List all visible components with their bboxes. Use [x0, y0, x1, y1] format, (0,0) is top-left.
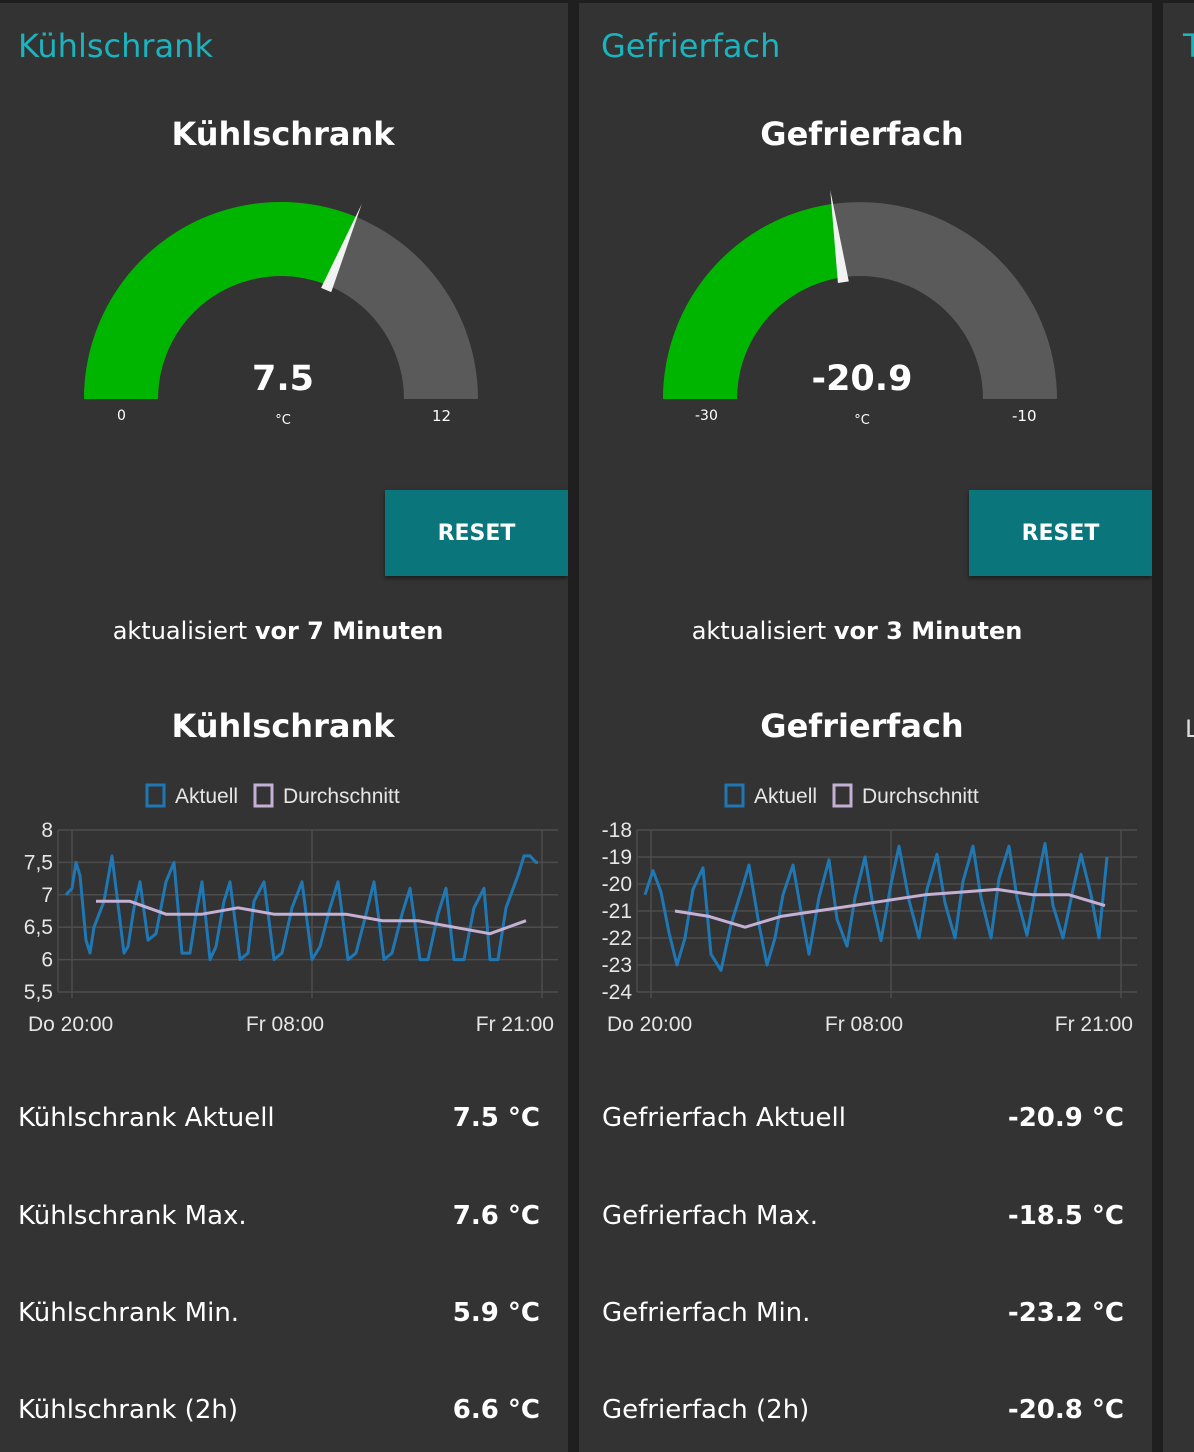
stat-label: Kühlschrank Max.: [18, 1201, 247, 1231]
stat-label: Kühlschrank Aktuell: [18, 1103, 275, 1133]
series-line-durchschnitt: [674, 887, 1106, 929]
gauge-unit: °C: [275, 413, 291, 428]
gauge-value: -20.9: [811, 359, 913, 399]
temperature-chart: Aktuell Durchschnitt -18 -19 -20 -21 -22 -23 -24…: [602, 783, 1137, 1036]
gauge-needle: [321, 204, 362, 293]
legend-label: Durchschnitt: [862, 785, 979, 808]
y-tick-label: -20: [602, 873, 632, 896]
y-tick-label: -22: [602, 927, 632, 950]
x-tick-label: Fr 08:00: [825, 1013, 903, 1036]
x-tick-label: Fr 21:00: [476, 1013, 554, 1036]
stat-label: Kühlschrank Min.: [18, 1298, 240, 1328]
gauge-min-label: 0: [117, 408, 126, 424]
stat-label: Gefrierfach Max.: [602, 1201, 819, 1231]
y-tick-label: 7: [41, 884, 53, 907]
legend-label: Aktuell: [754, 785, 817, 808]
y-tick-label: 8: [41, 819, 53, 842]
legend-swatch: [145, 783, 166, 808]
gefrierfach-panel: Gefrierfach Gefrierfach -20.9 °C -30 -10…: [579, 3, 1152, 1452]
gauge-fill: [663, 203, 843, 399]
stat-label: Gefrierfach (2h): [602, 1395, 810, 1425]
stat-value: -20.8 °C: [1007, 1395, 1124, 1425]
last-updated: aktualisiert vor 7 Minuten: [0, 617, 556, 645]
stat-label: Kühlschrank (2h): [18, 1395, 238, 1425]
temperature-gauge: [663, 190, 1057, 399]
gauge-unit: °C: [854, 413, 870, 428]
y-tick-label: -19: [602, 846, 632, 869]
x-tick-label: Do 20:00: [607, 1013, 692, 1036]
stat-value: 5.9 °C: [452, 1298, 540, 1328]
y-tick-label: 5,5: [24, 981, 53, 1004]
chart-title: Gefrierfach: [760, 707, 964, 745]
updated-time: vor 3 Minuten: [833, 617, 1023, 645]
gauge-max-label: -10: [1012, 407, 1037, 425]
panel-title: Kühlschrank: [18, 27, 213, 65]
temperature-chart: Aktuell Durchschnitt 8 7,5 7 6,5 6 5,5 Do 20:00 F…: [24, 783, 558, 1036]
y-tick-label: 6,5: [24, 916, 53, 939]
series-line-aktuell: [643, 842, 1109, 972]
kuehlschrank-panel: Kühlschrank Kühlschrank 7.5 °C 0 12 RESE…: [0, 3, 568, 1452]
x-tick-label: Fr 21:00: [1055, 1013, 1133, 1036]
y-tick-label: -18: [602, 819, 632, 842]
stat-value: -20.9 °C: [1007, 1103, 1124, 1133]
stat-label: Gefrierfach Min.: [602, 1298, 811, 1328]
legend-swatch: [253, 783, 274, 808]
reset-button[interactable]: RESET: [969, 490, 1152, 576]
chart-title: Kühlschrank: [171, 707, 395, 745]
panel-title: Gefrierfach: [601, 27, 781, 65]
y-tick-label: 7,5: [24, 851, 53, 874]
legend-label: Aktuell: [175, 785, 238, 808]
reset-button[interactable]: RESET: [385, 490, 568, 576]
temperature-gauge: [84, 201, 478, 399]
gauge-min-label: -30: [695, 408, 718, 424]
legend-label: Durchschnitt: [283, 785, 400, 808]
y-tick-label: -24: [602, 981, 633, 1004]
gauge-title: Kühlschrank: [171, 115, 395, 153]
legend-swatch: [724, 783, 745, 808]
stat-value: 7.5 °C: [452, 1103, 540, 1133]
panel-title: T: [1183, 27, 1194, 65]
stat-value: 7.6 °C: [452, 1201, 540, 1231]
stat-value: -23.2 °C: [1007, 1298, 1124, 1328]
stat-value: -18.5 °C: [1007, 1201, 1124, 1231]
gauge-title: Gefrierfach: [760, 115, 964, 153]
panel-text: L: [1185, 715, 1194, 743]
y-tick-label: -21: [602, 900, 632, 923]
y-tick-label: 6: [41, 949, 53, 972]
gauge-max-label: 12: [432, 407, 452, 425]
stat-value: 6.6 °C: [452, 1395, 540, 1425]
updated-prefix: aktualisiert: [691, 617, 834, 645]
gauge-value: 7.5: [251, 359, 314, 399]
legend-swatch: [832, 783, 853, 808]
gauge-needle: [830, 190, 849, 283]
last-updated: aktualisiert vor 3 Minuten: [579, 617, 1135, 645]
updated-prefix: aktualisiert: [112, 617, 255, 645]
third-panel-partial: T L: [1163, 3, 1194, 1452]
x-tick-label: Do 20:00: [28, 1013, 113, 1036]
stat-label: Gefrierfach Aktuell: [602, 1103, 846, 1133]
y-tick-label: -23: [602, 954, 632, 977]
gauge-fill: [84, 201, 357, 399]
updated-time: vor 7 Minuten: [254, 617, 444, 645]
x-tick-label: Fr 08:00: [246, 1013, 324, 1036]
series-line-durchschnitt: [96, 899, 527, 936]
series-line-aktuell: [64, 854, 538, 962]
